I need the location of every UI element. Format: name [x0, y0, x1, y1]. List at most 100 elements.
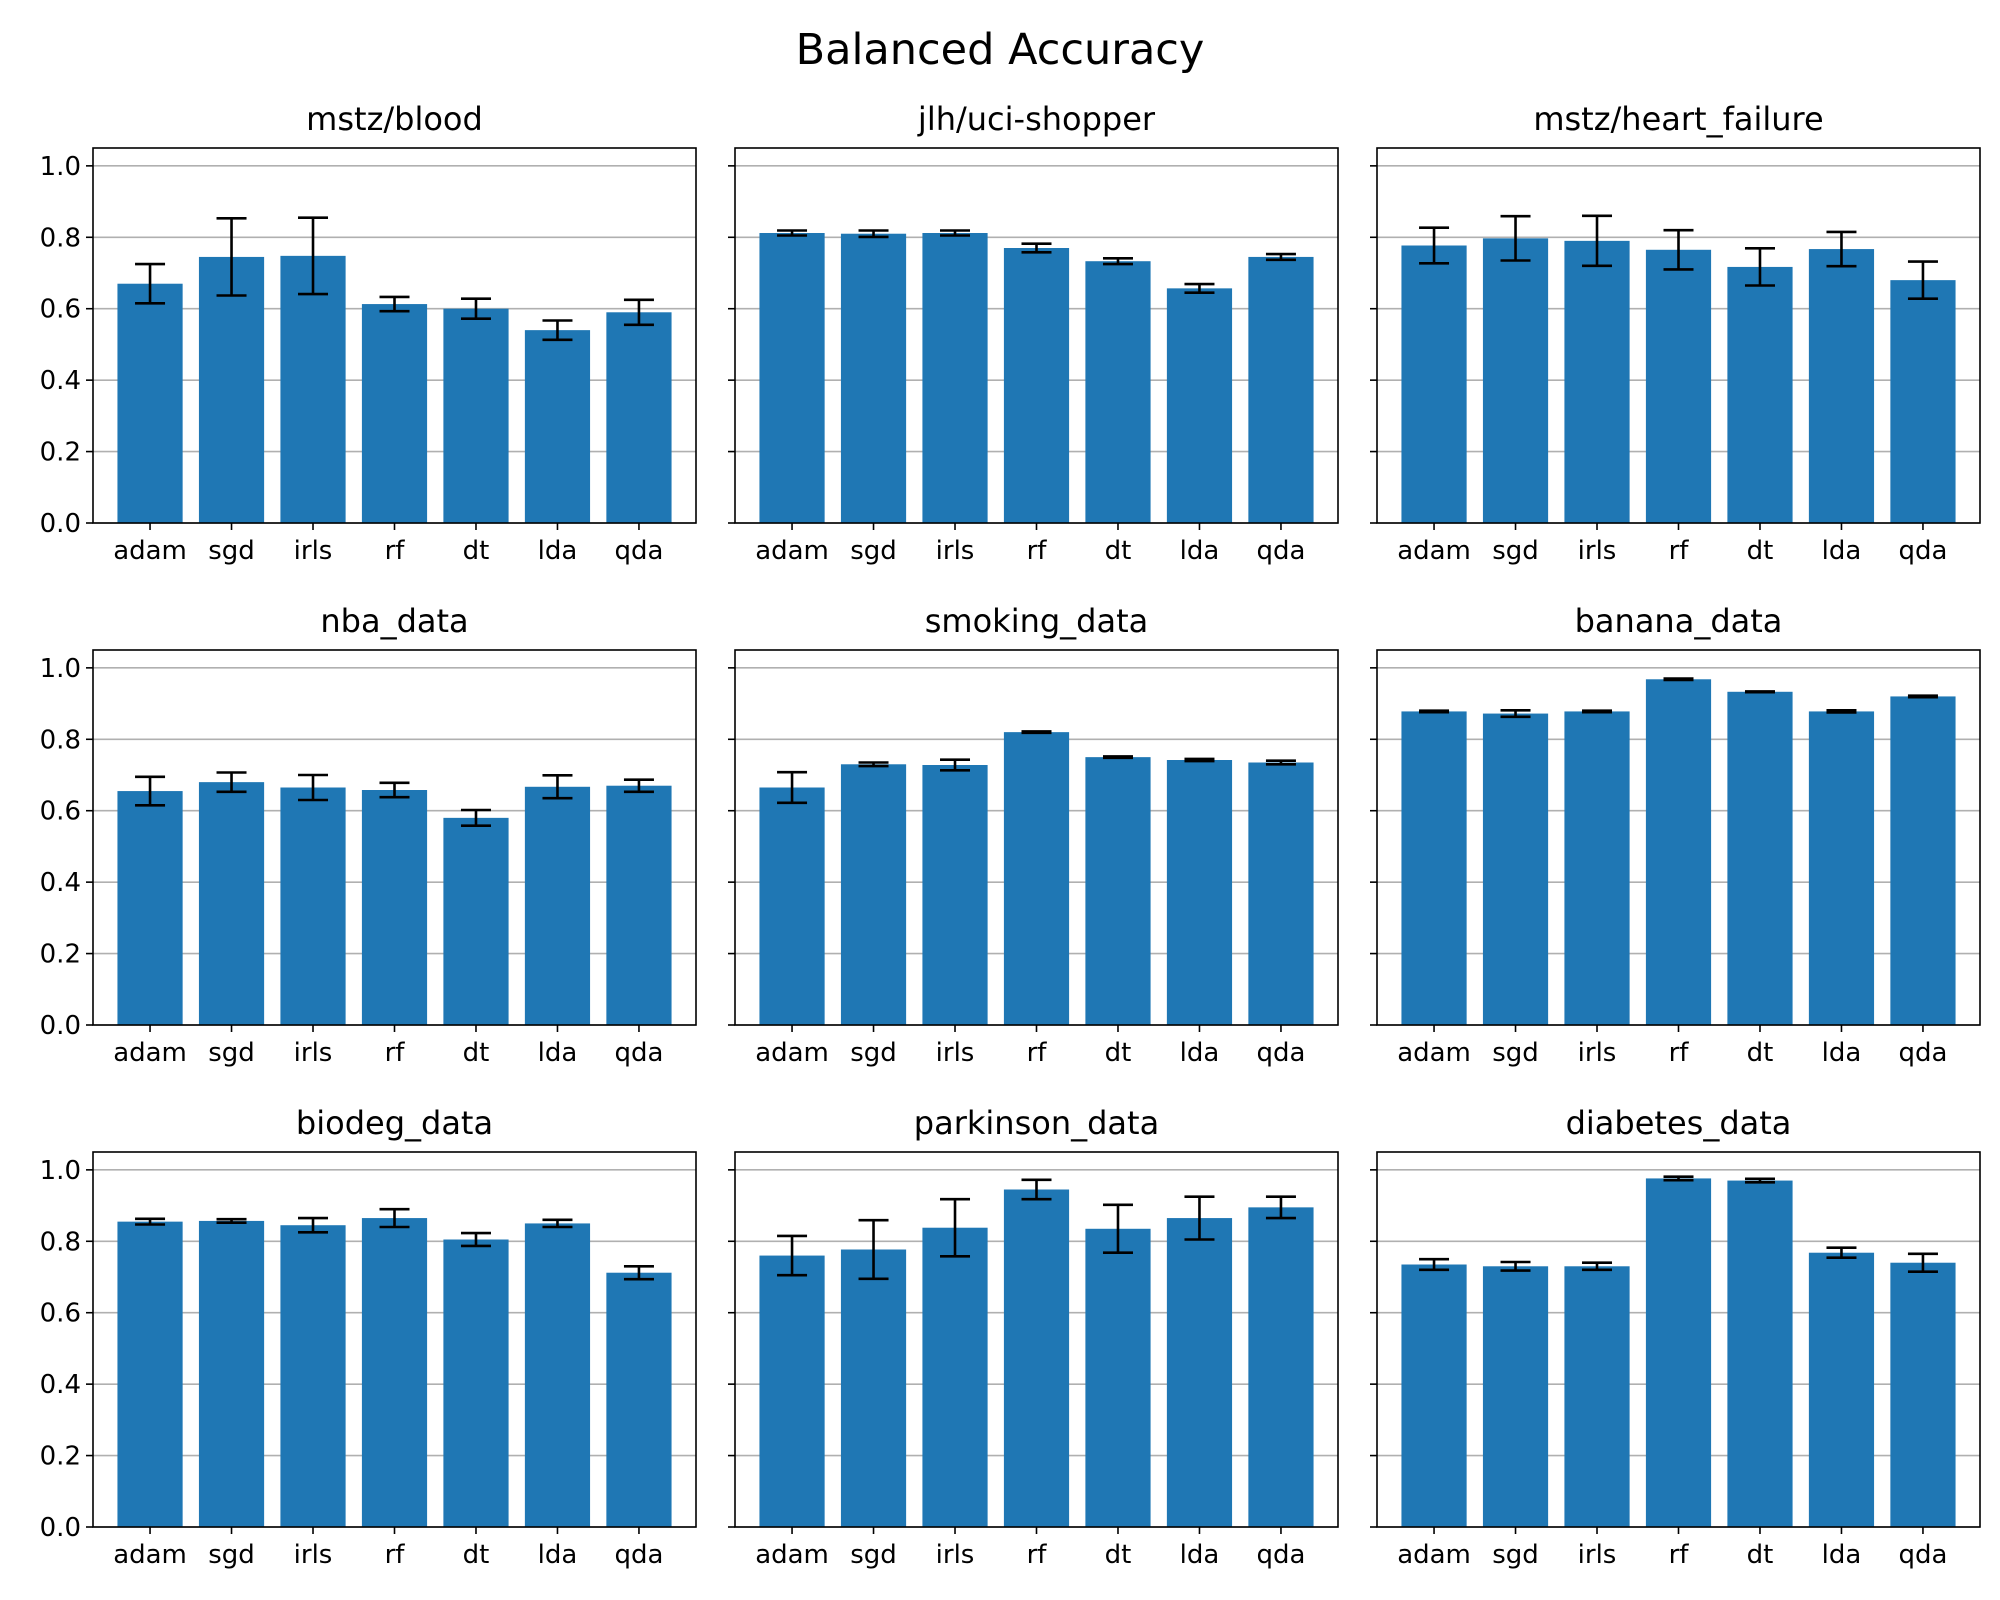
x-tick-label: rf — [385, 1038, 406, 1068]
bar-lda — [524, 786, 591, 1025]
y-tick-label: 0.4 — [40, 868, 81, 898]
x-tick-label: sgd — [1492, 1038, 1539, 1068]
x-tick-label: qda — [614, 1038, 663, 1068]
bar-sgd — [198, 256, 265, 523]
x-tick-label: rf — [385, 1540, 406, 1570]
bar-irls — [280, 787, 346, 1025]
x-tick-label: adam — [113, 536, 187, 566]
bar-dt — [1085, 261, 1151, 523]
bar-dt — [1085, 757, 1151, 1025]
subplot-2: jlh/uci-shopper adam sgd irls rf dt lda qda — [728, 100, 1339, 566]
subplot-title: mstz/blood — [306, 100, 483, 138]
x-tick-label: lda — [1180, 1038, 1220, 1068]
x-tick-label: irls — [294, 536, 333, 566]
y-tick-label: 0.4 — [40, 1370, 81, 1400]
axes-frame — [1376, 1151, 1981, 1528]
bar-sgd — [840, 764, 907, 1025]
x-tick-label: rf — [1669, 1038, 1690, 1068]
y-tick-label: 0.2 — [40, 438, 81, 468]
x-tick-label: sgd — [208, 536, 255, 566]
figure-title: Balanced Accuracy — [796, 25, 1205, 75]
x-tick-label: adam — [113, 1540, 187, 1570]
bar-qda — [1890, 280, 1956, 523]
x-tick-label: sgd — [208, 1038, 255, 1068]
bar-irls — [922, 233, 988, 523]
x-tick-label: qda — [614, 536, 663, 566]
x-tick-label: dt — [1105, 536, 1132, 566]
bar-qda — [606, 1272, 672, 1527]
y-tick-label: 1.0 — [40, 152, 81, 182]
bar-rf — [361, 790, 428, 1025]
subplot-title: parkinson_data — [914, 1104, 1159, 1142]
x-tick-label: dt — [463, 536, 490, 566]
x-tick-label: adam — [1397, 1540, 1471, 1570]
bar-lda — [1808, 249, 1875, 524]
bar-irls — [922, 1227, 988, 1527]
bar-dt — [1727, 691, 1793, 1025]
y-tick-label: 0.2 — [40, 940, 81, 970]
bar-lda — [524, 1223, 591, 1527]
bar-qda — [1248, 1207, 1314, 1527]
x-tick-label: irls — [1578, 1038, 1617, 1068]
bar-irls — [1564, 711, 1630, 1025]
x-tick-label: rf — [385, 536, 406, 566]
bar-sgd — [1482, 238, 1549, 523]
axes-frame — [1376, 649, 1981, 1026]
bar-adam — [1401, 1264, 1467, 1527]
x-tick-label: irls — [936, 1038, 975, 1068]
x-tick-label: dt — [1105, 1038, 1132, 1068]
bar-adam — [759, 233, 825, 523]
bar-qda — [1890, 696, 1956, 1025]
y-tick-label: 0.6 — [40, 295, 81, 325]
subplot-4: nba_data 0.0 0.2 0.4 0.6 0.8 1.0 adam sgd irls rf d… — [40, 602, 697, 1068]
x-tick-label: adam — [755, 1540, 829, 1570]
bar-adam — [759, 1255, 825, 1527]
x-tick-label: sgd — [850, 1540, 897, 1570]
x-tick-label: rf — [1669, 536, 1690, 566]
subplot-title: biodeg_data — [296, 1104, 493, 1142]
bar-rf — [1003, 248, 1070, 523]
bar-adam — [117, 283, 183, 523]
bar-rf — [1003, 1189, 1070, 1527]
x-tick-label: rf — [1027, 536, 1048, 566]
bar-qda — [606, 785, 672, 1025]
y-tick-label: 0.0 — [40, 1011, 81, 1041]
x-tick-label: irls — [936, 536, 975, 566]
x-tick-label: qda — [1256, 1540, 1305, 1570]
x-tick-label: irls — [294, 1038, 333, 1068]
x-tick-label: lda — [538, 1038, 578, 1068]
subplot-title: smoking_data — [925, 602, 1149, 640]
bar-rf — [1645, 249, 1712, 524]
x-tick-label: dt — [1747, 536, 1774, 566]
subplot-title: banana_data — [1575, 602, 1783, 640]
bar-lda — [1166, 288, 1233, 523]
bar-adam — [1401, 245, 1467, 523]
x-tick-label: irls — [1578, 1540, 1617, 1570]
x-tick-label: lda — [538, 536, 578, 566]
bar-rf — [1003, 732, 1070, 1025]
y-tick-label: 0.6 — [40, 1299, 81, 1329]
x-tick-label: dt — [463, 1540, 490, 1570]
bar-adam — [1401, 711, 1467, 1025]
x-tick-label: irls — [294, 1540, 333, 1570]
bar-lda — [1166, 1218, 1233, 1527]
bar-irls — [1564, 240, 1630, 523]
bar-dt — [1727, 1180, 1793, 1527]
bar-sgd — [840, 233, 907, 523]
bar-lda — [1808, 1252, 1875, 1527]
bar-adam — [759, 787, 825, 1025]
x-tick-label: lda — [538, 1540, 578, 1570]
bar-qda — [606, 312, 672, 523]
y-tick-label: 0.0 — [40, 509, 81, 539]
y-tick-label: 0.8 — [40, 1227, 81, 1257]
bar-lda — [1166, 760, 1233, 1025]
x-tick-label: qda — [614, 1540, 663, 1570]
subplot-title: nba_data — [320, 602, 468, 640]
x-tick-label: qda — [1898, 1038, 1947, 1068]
bar-qda — [1890, 1262, 1956, 1527]
bar-irls — [922, 765, 988, 1025]
x-tick-label: dt — [463, 1038, 490, 1068]
